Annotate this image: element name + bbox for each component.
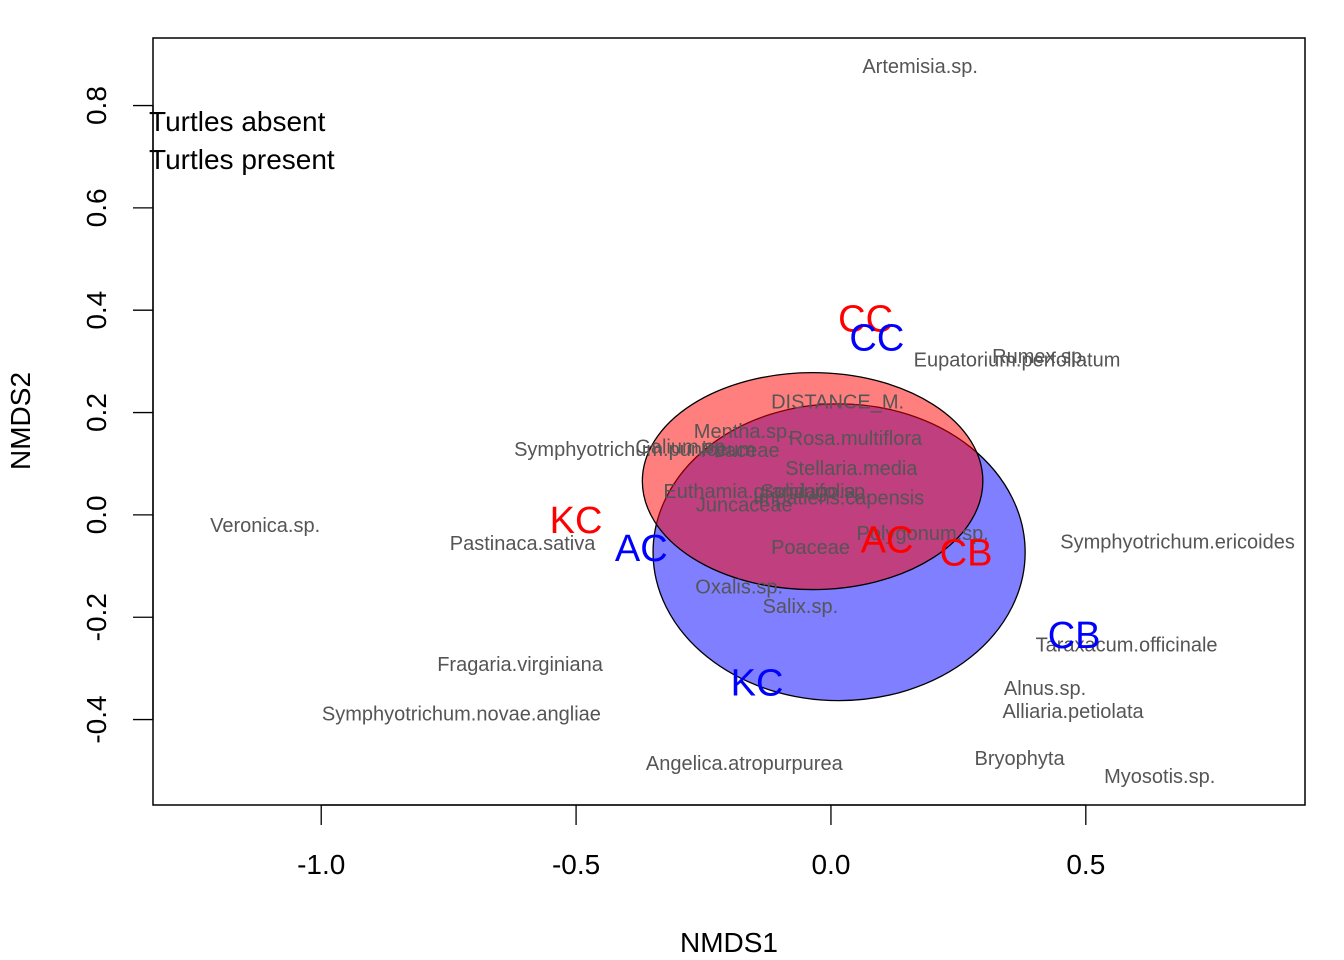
y-axis-label: NMDS2	[5, 372, 36, 470]
species-label: Taraxacum.officinale	[1036, 634, 1218, 656]
species-label: Polygonum.sp.	[857, 523, 989, 545]
species-label: Angelica.atropurpurea	[646, 753, 844, 775]
y-axis: -0.4 -0.2 0.0 0.2 0.4 0.6 0.8	[81, 86, 154, 744]
x-tick-label: -0.5	[552, 849, 600, 880]
species-label: Veronica.sp.	[210, 515, 320, 537]
species-label: Juncaceae	[696, 495, 793, 517]
species-label: Alnus.sp.	[1004, 678, 1086, 700]
species-label: Salix.sp.	[763, 596, 839, 618]
species-label: Artemisia.sp.	[862, 56, 978, 78]
site-label: CB	[1048, 615, 1101, 657]
species-label: Bryophyta	[975, 748, 1066, 770]
species-label: Poaceae	[701, 440, 780, 462]
legend-entry-absent: Turtles absent	[149, 106, 326, 137]
y-tick-label: 0.6	[81, 188, 112, 227]
species-label: Solidago.sp.	[761, 481, 871, 503]
y-tick-label: 0.4	[81, 291, 112, 330]
site-label: AC	[615, 528, 668, 570]
species-labels: Artemisia.sp. Eupatorium.perfoliatumRumex…	[210, 56, 1295, 788]
species-label: DISTANCE_M.	[771, 391, 904, 413]
y-tick-label: 0.8	[81, 86, 112, 125]
group-ellipses	[641, 371, 1026, 702]
species-label: Oxalis.sp.	[695, 577, 783, 599]
species-label: Rumex.sp.	[992, 346, 1088, 368]
site-label: AC	[861, 519, 914, 561]
species-label: Rosa.multiflora	[789, 428, 923, 450]
species-label: Eupatorium.perfoliatum	[914, 349, 1121, 371]
x-tick-label: 0.5	[1066, 849, 1105, 880]
species-label: Impatiens.capensis	[753, 488, 924, 510]
legend-entry-present: Turtles present	[149, 144, 335, 175]
species-label: Euthamia.graminifolia	[663, 481, 856, 503]
species-label: Fragaria.virginiana	[437, 654, 604, 676]
site-label: KC	[731, 663, 784, 705]
legend: Turtles absent Turtles present	[149, 106, 335, 175]
site-label: CC	[838, 298, 893, 340]
species-label: Stellaria.media	[785, 458, 918, 480]
y-tick-label: -0.4	[81, 695, 112, 743]
site-label: CB	[940, 532, 993, 574]
species-label: Symphyotrichum.puniceum	[514, 439, 755, 461]
x-tick-label: -1.0	[297, 849, 345, 880]
species-label: Galium.sp.	[635, 436, 731, 458]
ellipse-turtles-absent	[641, 371, 984, 591]
x-axis-label: NMDS1	[680, 927, 778, 958]
y-tick-label: 0.0	[81, 495, 112, 534]
species-label: Myosotis.sp.	[1104, 766, 1215, 788]
species-label: Symphyotrichum.ericoides	[1060, 532, 1295, 554]
species-label: Poaceae	[771, 537, 850, 559]
y-tick-label: -0.2	[81, 593, 112, 641]
site-label: CC	[849, 317, 904, 359]
species-label: Pastinaca.sativa	[450, 533, 597, 555]
x-axis: -1.0 -0.5 0.0 0.5	[297, 804, 1105, 880]
species-label: Mentha.sp.	[694, 421, 793, 443]
site-label: KC	[550, 500, 603, 542]
species-label: Symphyotrichum.novae.angliae	[322, 703, 601, 725]
y-tick-label: 0.2	[81, 393, 112, 432]
x-tick-label: 0.0	[811, 849, 850, 880]
species-label: Alliaria.petiolata	[1002, 701, 1144, 723]
